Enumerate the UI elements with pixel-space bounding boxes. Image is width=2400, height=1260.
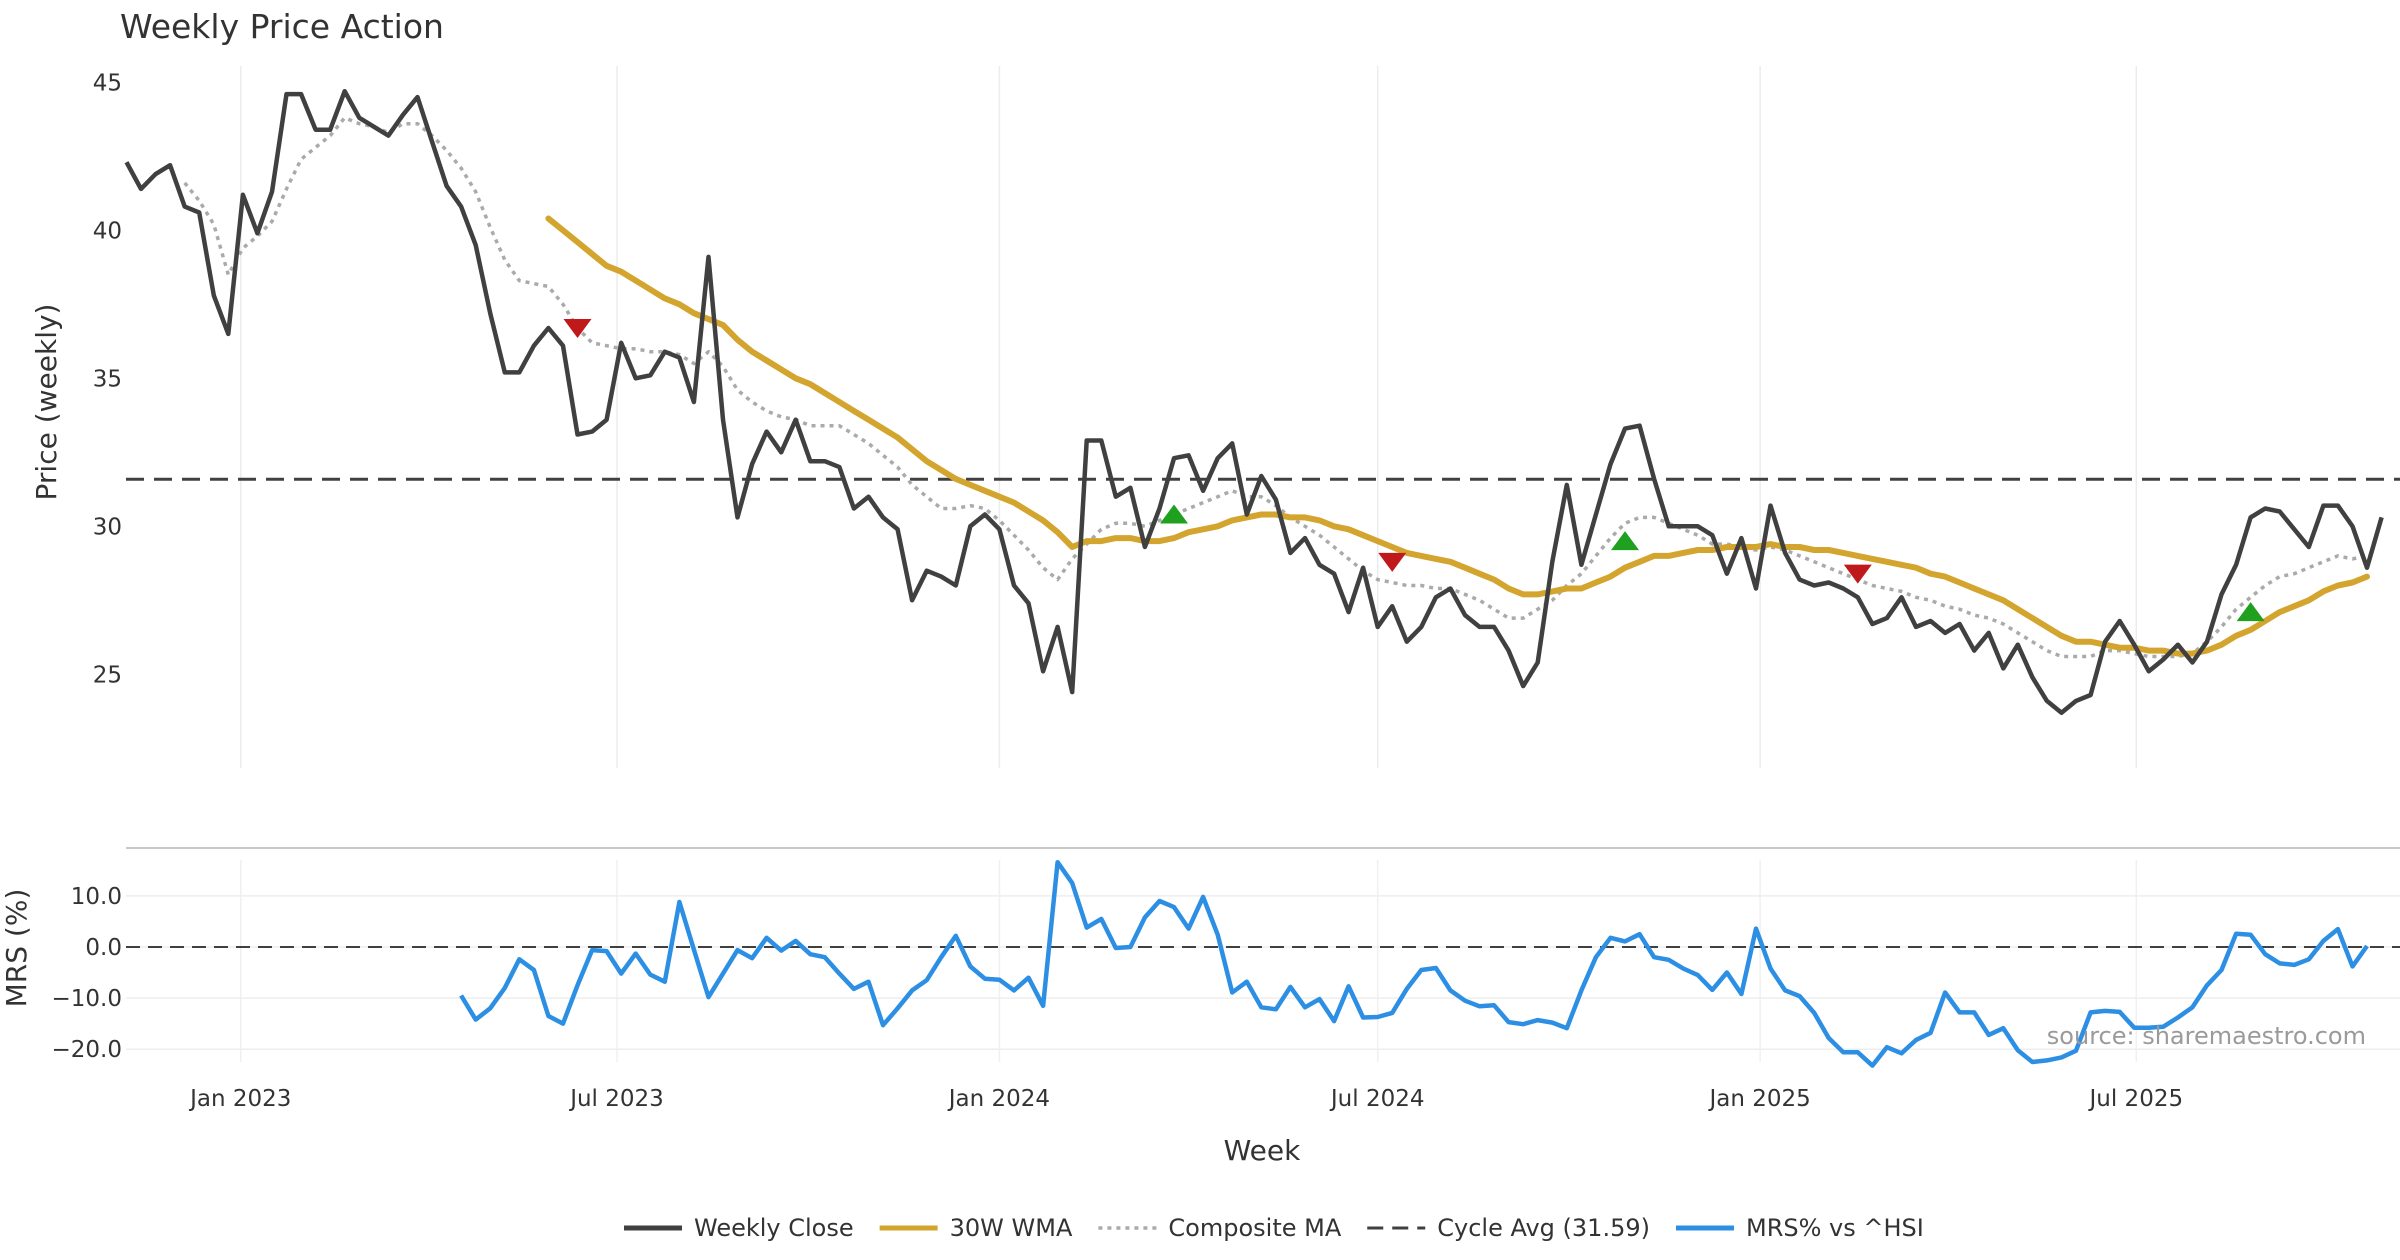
mrs-y-tick-label: 10.0 xyxy=(71,884,122,910)
x-tick-label: Jan 2023 xyxy=(188,1086,291,1112)
wma-30w-line xyxy=(545,215,2370,657)
legend-label: MRS% vs ^HSI xyxy=(1746,1214,1924,1242)
x-tick-label: Jan 2024 xyxy=(947,1086,1050,1112)
legend-label: Weekly Close xyxy=(694,1214,854,1242)
legend-label: Composite MA xyxy=(1168,1214,1341,1242)
mrs-y-ticks: −20.0 −10.0 0.0 10.0 xyxy=(52,884,122,1063)
weekly-close-line xyxy=(124,88,2384,716)
price-y-tick-label: 30 xyxy=(93,514,122,540)
legend-item: Weekly Close xyxy=(624,1214,854,1242)
price-y-ticks: 25 30 35 40 45 xyxy=(93,70,122,688)
sell-signal-marker xyxy=(1843,564,1872,584)
mrs-y-tick-label: −10.0 xyxy=(52,986,122,1012)
mrs-grid xyxy=(126,860,2400,1062)
price-axis-label: Price (weekly) xyxy=(30,304,63,501)
x-axis-label: Week xyxy=(1224,1134,1301,1167)
legend-label: 30W WMA xyxy=(950,1214,1073,1242)
mrs-series xyxy=(126,859,2400,1068)
buy-signal-marker xyxy=(1160,504,1189,524)
sell-signal-marker xyxy=(1378,552,1407,572)
composite-ma-line xyxy=(183,116,2368,659)
price-y-tick-label: 25 xyxy=(93,662,122,688)
buy-signal-marker xyxy=(2236,602,2265,622)
price-y-tick-label: 35 xyxy=(93,366,122,392)
buy-signal-marker xyxy=(1611,531,1640,551)
price-y-tick-label: 45 xyxy=(93,70,122,96)
price-grid xyxy=(240,66,2138,768)
sell-signal-marker xyxy=(563,318,592,338)
mrs-y-tick-label: 0.0 xyxy=(85,935,122,961)
legend-label: Cycle Avg (31.59) xyxy=(1437,1214,1650,1242)
mrs-line xyxy=(459,859,2369,1068)
mrs-axis-label: MRS (%) xyxy=(0,889,33,1008)
price-y-tick-label: 40 xyxy=(93,218,122,244)
legend-item: 30W WMA xyxy=(879,1214,1073,1242)
price-series xyxy=(124,88,2400,716)
chart-title: Weekly Price Action xyxy=(120,7,444,46)
signal-markers xyxy=(563,318,2265,622)
source-watermark: source: sharemaestro.com xyxy=(2047,1022,2366,1050)
legend-item: Composite MA xyxy=(1098,1214,1342,1242)
legend-item: Cycle Avg (31.59) xyxy=(1367,1214,1650,1242)
x-tick-label: Jul 2023 xyxy=(568,1086,664,1112)
legend-item: MRS% vs ^HSI xyxy=(1675,1214,1924,1242)
mrs-y-tick-label: −20.0 xyxy=(52,1037,122,1063)
legend: Weekly Close 30W WMA Composite MA Cycle Avg… xyxy=(624,1214,1924,1242)
x-ticks: Jan 2023 Jul 2023 Jan 2024 Jul 2024 Jan 2025… xyxy=(188,1086,2183,1112)
x-tick-label: Jul 2024 xyxy=(1329,1086,1425,1112)
x-tick-label: Jan 2025 xyxy=(1707,1086,1810,1112)
x-tick-label: Jul 2025 xyxy=(2088,1086,2184,1112)
